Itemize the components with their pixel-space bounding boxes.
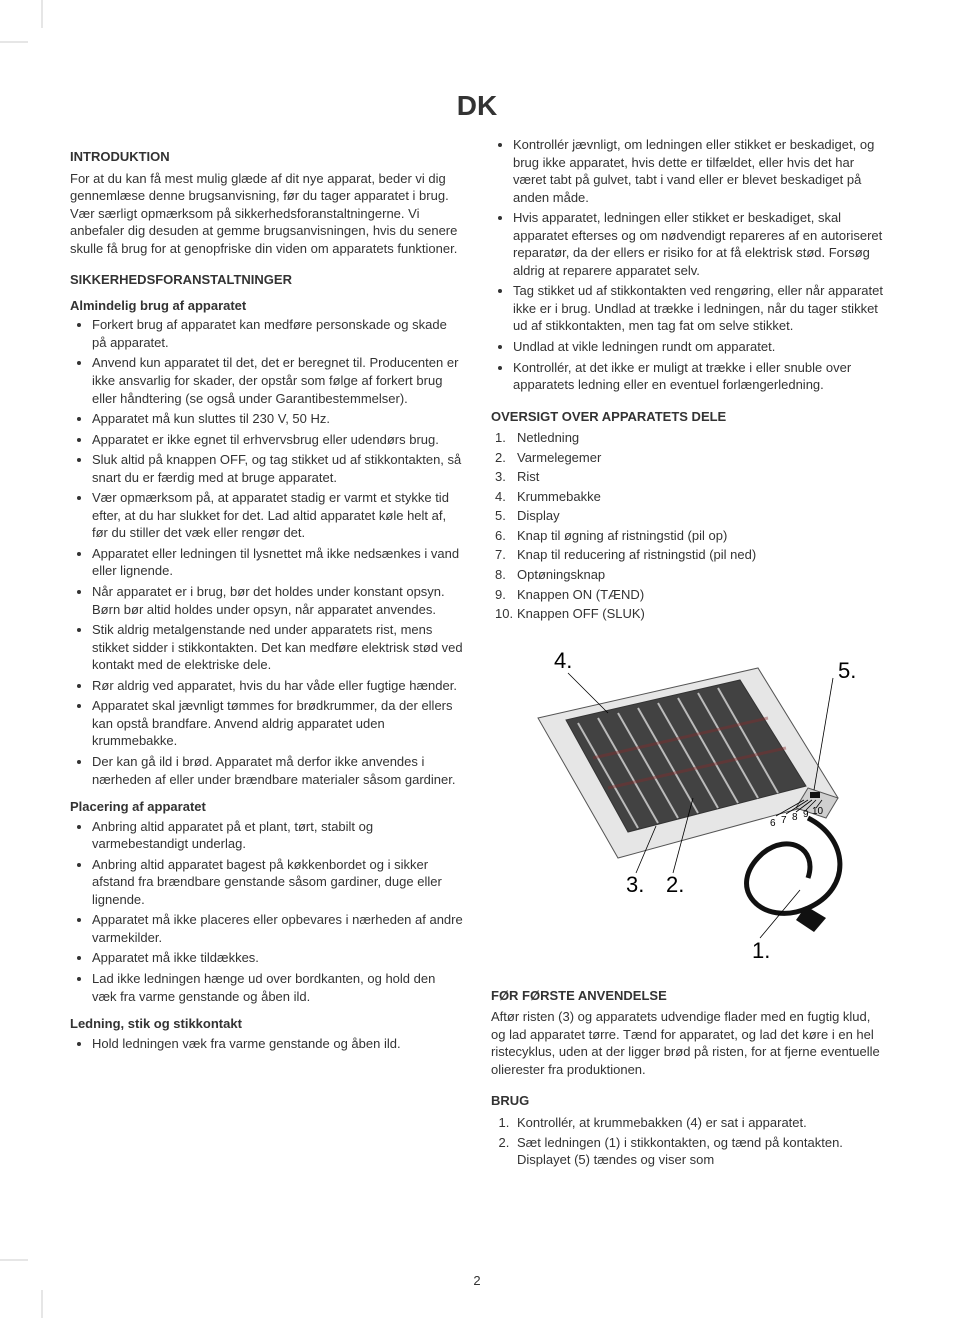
general-list: Forkert brug af apparatet kan medføre pe… [70,316,463,788]
list-item: Hold ledningen væk fra varme genstande o… [92,1035,463,1053]
product-diagram: 4. 5. 3. 2. 1. 6 7 8 9 10 [491,633,884,973]
list-item: Vær opmærksom på, at apparatet stadig er… [92,489,463,542]
parts-item: 10.Knappen OFF (SLUK) [491,605,884,623]
diagram-label-6: 6 [770,818,776,829]
placement-list: Anbring altid apparatet på et plant, tør… [70,818,463,1005]
toaster-diagram-svg: 4. 5. 3. 2. 1. 6 7 8 9 10 [508,638,868,968]
parts-item: 1.Netledning [491,429,884,447]
list-item: Stik aldrig metalgenstande ned under app… [92,621,463,674]
list-item: Apparatet er ikke egnet til erhvervsbrug… [92,431,463,449]
diagram-label-5: 5. [838,658,856,683]
list-item: Kontrollér, at krummebakken (4) er sat i… [513,1114,884,1132]
manual-page: DK INTRODUKTION For at du kan få mest mu… [0,0,954,1318]
use-list: Kontrollér, at krummebakken (4) er sat i… [491,1114,884,1169]
country-code-heading: DK [70,90,884,122]
diagram-label-3: 3. [626,872,644,897]
parts-item: 5.Display [491,507,884,525]
diagram-label-7: 7 [781,815,787,826]
diagram-label-2: 2. [666,872,684,897]
list-item: Undlad at vikle ledningen rundt om appar… [513,338,884,356]
diagram-label-4: 4. [554,648,572,673]
list-item: Lad ikke ledningen hænge ud over bordkan… [92,970,463,1005]
list-item: Rør aldrig ved apparatet, hvis du har vå… [92,677,463,695]
page-number: 2 [0,1273,954,1288]
two-column-layout: INTRODUKTION For at du kan få mest mulig… [70,134,884,1179]
list-item: Apparatet eller ledningen til lysnettet … [92,545,463,580]
parts-item: 9.Knappen ON (TÆND) [491,586,884,604]
cord-subheading: Ledning, stik og stikkontakt [70,1015,463,1033]
right-column: Kontrollér jævnligt, om ledningen eller … [491,134,884,1179]
intro-heading: INTRODUKTION [70,148,463,166]
list-item: Når apparatet er i brug, bør det holdes … [92,583,463,618]
parts-heading: OVERSIGT OVER APPARATETS DELE [491,408,884,426]
cord-list-continued: Kontrollér jævnligt, om ledningen eller … [491,136,884,394]
list-item: Anbring altid apparatet bagest på køkken… [92,856,463,909]
safety-heading: SIKKERHEDSFORANSTALTNINGER [70,271,463,289]
intro-body: For at du kan få mest mulig glæde af dit… [70,170,463,258]
use-heading: BRUG [491,1092,884,1110]
parts-item: 8.Optøningsknap [491,566,884,584]
placement-subheading: Placering af apparatet [70,798,463,816]
list-item: Anvend kun apparatet til det, det er ber… [92,354,463,407]
list-item: Sæt ledningen (1) i stikkontakten, og tæ… [513,1134,884,1169]
parts-item: 3.Rist [491,468,884,486]
left-column: INTRODUKTION For at du kan få mest mulig… [70,134,463,1179]
parts-item: 7.Knap til reducering af ristningstid (p… [491,546,884,564]
firstuse-heading: FØR FØRSTE ANVENDELSE [491,987,884,1005]
list-item: Kontrollér jævnligt, om ledningen eller … [513,136,884,206]
list-item: Hvis apparatet, ledningen eller stikket … [513,209,884,279]
list-item: Apparatet må ikke tildækkes. [92,949,463,967]
cord-list: Hold ledningen væk fra varme genstande o… [70,1035,463,1053]
parts-item: 2.Varmelegemer [491,449,884,467]
list-item: Sluk altid på knappen OFF, og tag stikke… [92,451,463,486]
list-item: Kontrollér, at det ikke er muligt at træ… [513,359,884,394]
diagram-label-10: 10 [812,806,824,817]
firstuse-body: Aftør risten (3) og apparatets udvendige… [491,1008,884,1078]
list-item: Apparatet må kun sluttes til 230 V, 50 H… [92,410,463,428]
list-item: Der kan gå ild i brød. Apparatet må derf… [92,753,463,788]
diagram-label-9: 9 [803,809,809,820]
list-item: Apparatet må ikke placeres eller opbevar… [92,911,463,946]
parts-list: 1.Netledning 2.Varmelegemer 3.Rist 4.Kru… [491,429,884,622]
diagram-label-8: 8 [792,812,798,823]
general-subheading: Almindelig brug af apparatet [70,297,463,315]
list-item: Tag stikket ud af stikkontakten ved reng… [513,282,884,335]
diagram-label-1: 1. [752,938,770,963]
parts-item: 4.Krummebakke [491,488,884,506]
list-item: Forkert brug af apparatet kan medføre pe… [92,316,463,351]
list-item: Anbring altid apparatet på et plant, tør… [92,818,463,853]
list-item: Apparatet skal jævnligt tømmes for brødk… [92,697,463,750]
parts-item: 6.Knap til øgning af ristningstid (pil o… [491,527,884,545]
